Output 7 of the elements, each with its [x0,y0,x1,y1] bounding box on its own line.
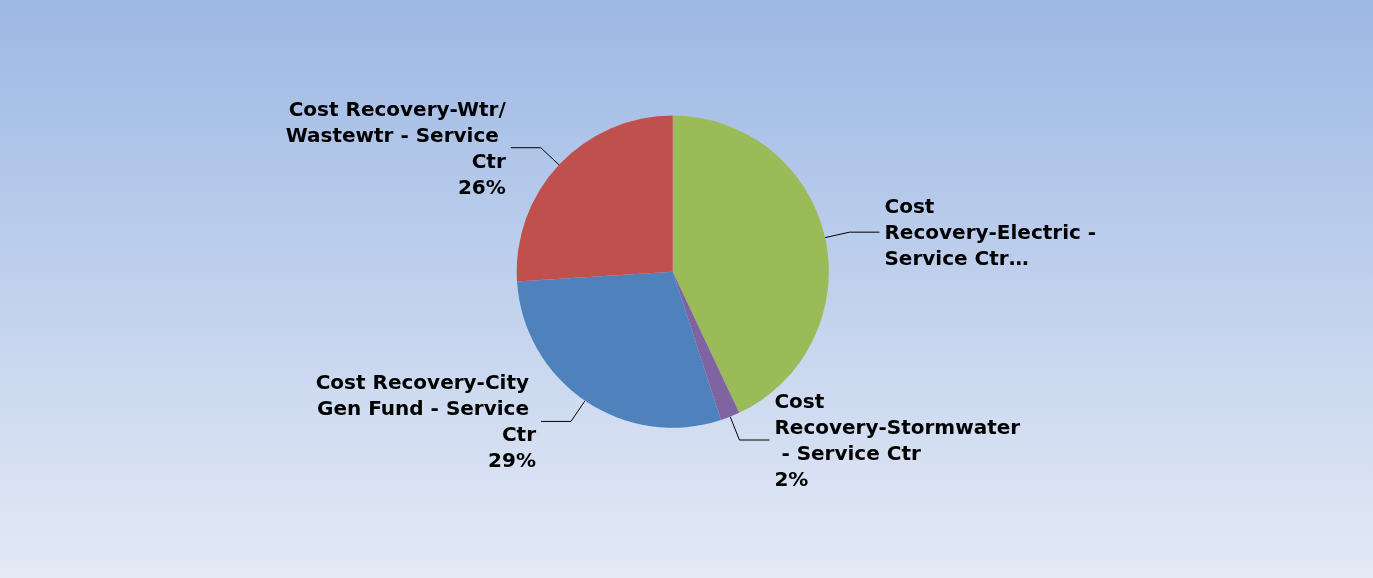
slice-label: Cost Recovery-Electric - Service Ctr… [884,194,1104,271]
data-label: 29% [488,448,536,473]
data-label: 2% [774,467,809,492]
slice-label: Cost Recovery-City Gen Fund - Service Ctr [315,370,537,447]
data-label: 26% [457,174,506,199]
slice-label: Cost Recovery-Stormwater - Service Ctr [774,389,1021,466]
slice-label: Cost Recovery-Wtr/Wastewtr - Service Ctr [285,96,507,173]
